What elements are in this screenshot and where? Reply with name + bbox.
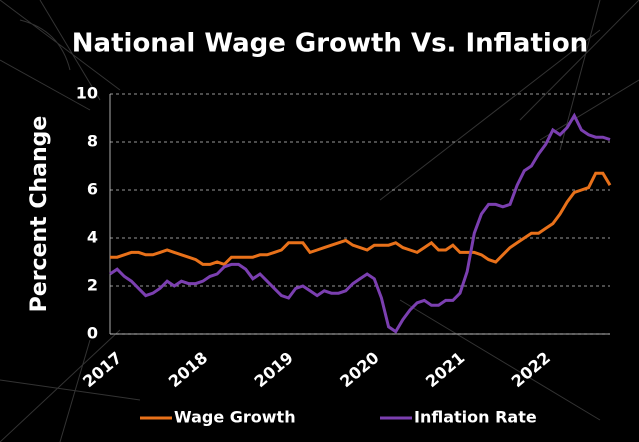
y-axis-label: Percent Change xyxy=(27,116,52,313)
legend-label: Inflation Rate xyxy=(414,408,537,427)
y-tick-label: 6 xyxy=(87,180,98,199)
y-tick-label: 8 xyxy=(87,132,98,151)
y-tick-label: 0 xyxy=(87,324,98,343)
x-tick-label: 2022 xyxy=(508,348,554,391)
x-tick-label: 2018 xyxy=(165,348,211,391)
legend-label: Wage Growth xyxy=(174,408,296,427)
y-tick-label: 4 xyxy=(87,228,98,247)
chart-title: National Wage Growth Vs. Inflation xyxy=(72,29,588,59)
y-tick-label: 2 xyxy=(87,276,98,295)
series-line xyxy=(110,173,610,264)
x-tick-label: 2019 xyxy=(251,348,297,391)
y-tick-label: 10 xyxy=(76,84,98,103)
x-tick-label: 2021 xyxy=(422,348,468,391)
x-tick-label: 2020 xyxy=(336,348,382,391)
chart: National Wage Growth Vs. Inflation Perce… xyxy=(0,0,639,442)
series-line xyxy=(110,116,610,332)
